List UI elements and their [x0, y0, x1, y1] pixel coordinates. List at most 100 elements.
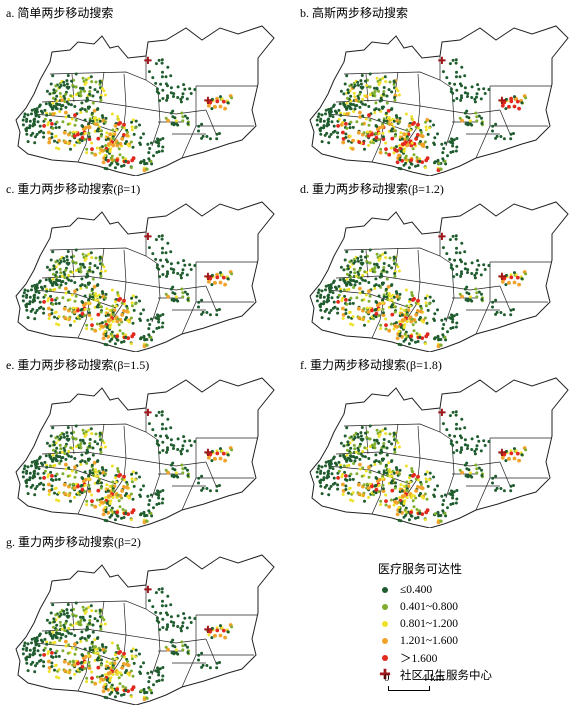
community-point [181, 119, 185, 123]
community-point [218, 484, 221, 487]
community-point [230, 448, 234, 452]
community-point [379, 448, 383, 452]
community-point [346, 440, 350, 444]
community-point [509, 489, 513, 493]
community-point [448, 238, 452, 242]
community-point [58, 267, 62, 271]
community-point [35, 308, 39, 312]
community-point [358, 92, 362, 96]
community-point [379, 323, 383, 327]
community-point [23, 112, 27, 116]
community-point [332, 300, 336, 304]
community-point [62, 130, 67, 135]
community-point [181, 467, 185, 471]
community-point [79, 262, 82, 266]
community-point [449, 439, 453, 443]
community-point [215, 626, 219, 630]
community-point [331, 115, 335, 119]
community-point [388, 474, 392, 478]
community-point [87, 311, 91, 315]
community-point [181, 621, 185, 625]
community-point [439, 343, 443, 347]
community-point [208, 629, 213, 634]
community-point [138, 670, 142, 674]
community-point [361, 278, 365, 282]
community-point [55, 270, 59, 274]
community-point [126, 483, 129, 486]
community-point [138, 317, 142, 321]
community-point [332, 455, 336, 459]
scale-zero: 0 [384, 672, 390, 684]
health-center-cross-icon: ✚ [144, 585, 152, 596]
community-point [205, 275, 209, 279]
community-point [373, 463, 377, 466]
community-point [43, 646, 47, 650]
community-point [85, 96, 89, 100]
community-point [21, 652, 25, 656]
community-point [186, 122, 190, 125]
community-point [458, 434, 462, 438]
community-point [154, 414, 158, 418]
community-point [41, 287, 45, 291]
community-point [337, 108, 341, 112]
community-point [88, 621, 91, 625]
community-point [104, 649, 107, 653]
community-point [25, 308, 29, 312]
community-point [350, 103, 354, 106]
community-point [146, 318, 150, 322]
community-point [348, 478, 352, 482]
community-point [210, 97, 214, 101]
community-point [356, 270, 360, 274]
community-point [183, 114, 187, 118]
community-point [106, 489, 110, 493]
community-point [390, 442, 394, 446]
community-point [89, 251, 93, 255]
community-point [156, 313, 159, 317]
community-point [320, 140, 324, 144]
community-point [375, 438, 379, 442]
community-point [463, 443, 467, 447]
community-point [84, 430, 88, 434]
community-point [432, 475, 435, 479]
subdistrict-boundary [151, 263, 161, 323]
community-point [402, 132, 406, 137]
community-point [110, 690, 114, 694]
community-point [441, 246, 445, 250]
community-point [83, 441, 86, 445]
community-point [74, 614, 78, 618]
community-point [513, 95, 516, 99]
community-point [49, 105, 53, 109]
community-point [47, 650, 50, 653]
community-point [363, 499, 366, 503]
community-point [53, 139, 56, 143]
community-point [49, 258, 53, 262]
community-point [343, 118, 347, 122]
community-point [377, 138, 381, 141]
community-point [408, 304, 412, 308]
community-point [58, 437, 62, 441]
community-point [407, 342, 411, 346]
community-point [64, 621, 68, 625]
community-point [475, 471, 479, 475]
community-point [390, 90, 394, 94]
community-point [62, 609, 66, 613]
community-point [416, 298, 420, 303]
community-point [99, 274, 103, 278]
community-point [109, 499, 113, 503]
community-point [388, 256, 392, 260]
community-point [79, 615, 82, 619]
community-point [57, 147, 61, 151]
community-point [93, 504, 98, 509]
community-point [161, 313, 165, 316]
community-point [130, 296, 134, 300]
community-point [73, 299, 77, 303]
community-point [465, 291, 469, 295]
community-point [57, 654, 61, 658]
community-point [57, 315, 61, 319]
community-point [218, 308, 221, 311]
community-point [366, 134, 371, 138]
community-point [377, 118, 381, 122]
community-point [83, 618, 86, 622]
community-point [200, 488, 204, 492]
community-point [316, 115, 320, 119]
